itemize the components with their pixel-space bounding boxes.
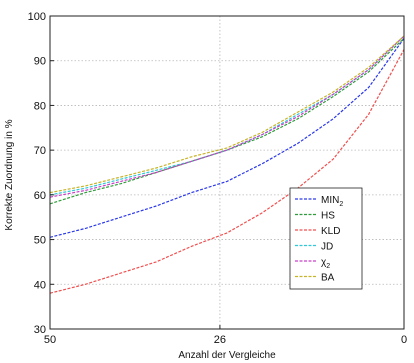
series-lines xyxy=(49,35,405,294)
series-line-jd xyxy=(49,35,405,196)
y-tick-label: 70 xyxy=(34,145,46,157)
y-tick-label: 80 xyxy=(34,100,46,112)
y-tick-label: 100 xyxy=(28,11,46,23)
x-axis-label: Anzahl der Vergleiche xyxy=(178,350,276,361)
y-tick-label: 50 xyxy=(34,235,46,247)
plot-frame xyxy=(49,15,405,330)
legend: MIN2 HS KLD JD χ2 BA xyxy=(289,187,363,290)
y-axis-label: Korrekte Zuordnung in % xyxy=(4,119,15,230)
legend-label: JD xyxy=(321,242,333,253)
tick-labels: 30 40 50 60 70 80 90 100 50 26 0 xyxy=(28,11,407,346)
legend-label: KLD xyxy=(321,226,340,237)
y-tick-label: 30 xyxy=(34,324,46,336)
x-tick-label: 50 xyxy=(44,334,56,346)
legend-box xyxy=(289,187,363,290)
x-tick-label: 0 xyxy=(401,334,407,346)
series-line-kld xyxy=(49,49,405,294)
legend-label: BA xyxy=(321,273,335,284)
y-tick-label: 40 xyxy=(34,279,46,291)
x-tick-label: 26 xyxy=(214,334,226,346)
y-tick-label: 60 xyxy=(34,190,46,202)
legend-label: MIN2 xyxy=(321,195,343,208)
series-line-hs xyxy=(49,37,405,205)
legend-label: HS xyxy=(321,211,335,222)
legend-label: χ2 xyxy=(321,257,330,270)
series-line-min xyxy=(49,38,405,238)
y-tick-label: 90 xyxy=(34,56,46,68)
series-line-χ xyxy=(49,35,405,198)
series-line-ba xyxy=(49,35,405,194)
